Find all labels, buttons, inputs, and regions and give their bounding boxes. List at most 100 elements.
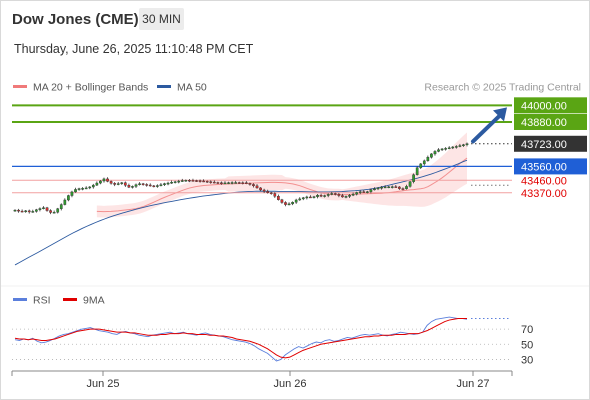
candle (91, 183, 95, 189)
candle-body (287, 203, 291, 206)
candle (462, 143, 465, 147)
candle (106, 177, 109, 183)
candle (138, 182, 141, 186)
candle-body (326, 194, 330, 196)
candle (24, 209, 28, 213)
timestamp: Thursday, June 26, 2025 11:10:48 PM CET (14, 42, 254, 56)
candle-body (67, 195, 70, 201)
candle-body (280, 199, 284, 203)
candle (390, 185, 394, 189)
bollinger-band (96, 132, 467, 218)
candle (451, 146, 455, 150)
candle-body (465, 143, 469, 145)
rsi-line (14, 316, 468, 362)
candle-body (433, 151, 437, 155)
candle (373, 187, 376, 191)
candle (437, 148, 440, 153)
candle-body (184, 180, 188, 182)
candle-body (209, 181, 213, 183)
candle-body (77, 188, 81, 190)
support-label: 43460.00 (521, 175, 567, 187)
legend-label: MA 50 (177, 82, 207, 94)
candle (152, 185, 156, 188)
x-tick-label: Jun 27 (456, 378, 489, 390)
candle-body (163, 183, 166, 185)
candle-body (52, 212, 56, 214)
candle-body (401, 188, 405, 190)
candle (191, 178, 195, 182)
legend-swatch (13, 85, 27, 88)
candle-body (408, 181, 412, 187)
candle-body (35, 209, 38, 212)
candle-body (387, 186, 391, 189)
candle-body (330, 193, 334, 195)
candle (326, 193, 330, 198)
candle-body (462, 144, 465, 146)
candle-body (141, 183, 145, 185)
candle-body (430, 153, 433, 158)
candle-body (49, 210, 52, 213)
candle-body (358, 191, 362, 193)
candle (298, 197, 302, 201)
candle (52, 210, 56, 214)
candle-body (294, 199, 298, 203)
candle-body (220, 182, 223, 184)
candle (188, 179, 191, 183)
candle-body (188, 180, 191, 182)
candle (447, 146, 451, 150)
x-tick-label: Jun 25 (86, 378, 119, 390)
candle-body (173, 181, 177, 183)
candle (316, 194, 319, 199)
candle-body (422, 160, 426, 165)
candle (59, 203, 63, 211)
candle-body (262, 189, 266, 192)
candle (13, 209, 17, 212)
candle (266, 189, 270, 194)
candle (351, 192, 355, 197)
candle-body (355, 192, 359, 195)
candle-body (99, 180, 102, 184)
candle (333, 192, 337, 196)
candle (305, 195, 309, 200)
candle-body (127, 185, 131, 188)
ma50-line (14, 159, 468, 266)
candle (376, 187, 380, 191)
candle (166, 181, 170, 186)
candle-body (170, 182, 173, 184)
candle-body (27, 210, 31, 213)
candle-body (13, 209, 17, 212)
candle (70, 190, 74, 198)
candle-body (116, 183, 120, 185)
candle-body (348, 195, 351, 197)
current-price-label: 43723.00 (521, 139, 567, 151)
candle (67, 194, 70, 202)
candle (337, 192, 341, 198)
candle-body (376, 187, 380, 190)
candle (241, 181, 245, 185)
candle-body (341, 195, 344, 198)
candle-body (394, 186, 398, 188)
candle-body (70, 191, 74, 196)
candle (27, 209, 31, 214)
candle (31, 209, 35, 213)
candle-body (255, 185, 259, 189)
candle (38, 207, 42, 212)
candle-body (248, 183, 252, 185)
candle-body (244, 182, 248, 184)
candle (255, 184, 259, 189)
candle-body (166, 182, 170, 185)
candle (63, 198, 67, 206)
candle-body (38, 208, 42, 210)
candle (102, 177, 106, 183)
timeframe-button[interactable]: 30 MIN (139, 8, 184, 30)
candle-body (31, 211, 35, 213)
candle-body (216, 182, 220, 184)
candle (177, 179, 181, 184)
candle-body (252, 184, 255, 187)
candle-body (333, 193, 337, 195)
candle (77, 187, 81, 191)
symbol-title: Dow Jones (CME) (12, 11, 139, 28)
candle-body (230, 182, 234, 184)
pivot-tag (514, 158, 587, 175)
candle (209, 180, 213, 184)
